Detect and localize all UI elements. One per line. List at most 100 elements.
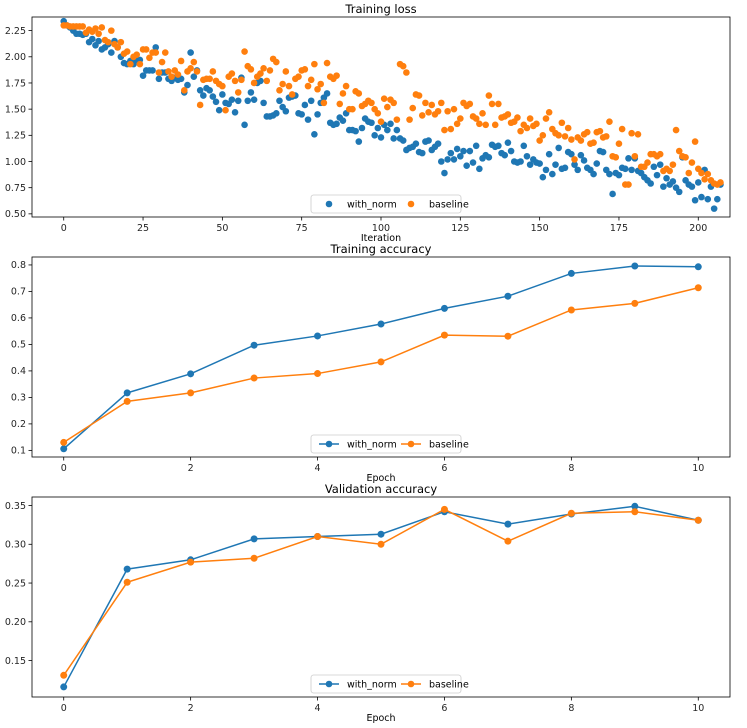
y-tick-label: 0.25	[5, 578, 26, 589]
data-point	[412, 140, 420, 148]
x-tick-label: 100	[372, 223, 390, 234]
data-point	[698, 169, 705, 177]
data-point	[694, 179, 702, 186]
x-tick-label: 10	[692, 463, 704, 474]
chart-title: Validation accuracy	[325, 482, 438, 496]
data-point	[428, 101, 436, 109]
data-point	[152, 49, 160, 56]
legend-label: with_norm	[347, 679, 397, 690]
data-point	[168, 73, 175, 80]
y-tick-label: 1.00	[5, 157, 26, 168]
data-point	[441, 126, 448, 134]
x-axis-label: Epoch	[366, 473, 395, 484]
y-tick-label: 0.2	[11, 419, 26, 430]
data-point	[660, 183, 667, 190]
data-point	[520, 142, 528, 150]
data-point	[463, 162, 470, 169]
y-tick-label: 0.20	[5, 617, 26, 628]
data-point	[526, 161, 534, 168]
data-point	[545, 150, 553, 158]
data-point	[336, 100, 344, 108]
data-point	[555, 132, 562, 139]
data-point	[190, 58, 198, 66]
data-point	[123, 578, 131, 586]
data-point	[691, 196, 699, 204]
data-point	[568, 150, 575, 158]
data-point	[377, 530, 385, 538]
data-point	[228, 70, 236, 77]
data-point	[650, 163, 658, 171]
data-point	[355, 138, 363, 145]
data-point	[374, 110, 382, 117]
data-point	[526, 115, 534, 122]
x-tick-label: 25	[137, 223, 149, 234]
data-point	[485, 92, 493, 99]
data-point	[606, 118, 613, 126]
data-point	[250, 554, 258, 562]
x-tick-label: 0	[61, 463, 67, 474]
data-point	[663, 174, 670, 182]
data-point	[704, 195, 712, 203]
data-point	[98, 24, 106, 31]
y-tick-label: 2.00	[5, 52, 26, 63]
data-point	[466, 147, 474, 155]
legend: with_norm baseline	[310, 674, 469, 694]
data-point	[241, 48, 248, 55]
data-point	[495, 100, 502, 108]
data-point	[219, 91, 226, 98]
data-point	[114, 44, 121, 51]
data-point	[187, 65, 194, 72]
data-point	[536, 160, 543, 167]
legend-label: baseline	[429, 679, 469, 690]
data-point	[507, 147, 515, 155]
data-point	[567, 306, 575, 314]
data-point	[561, 133, 569, 140]
y-tick-label: 2.25	[5, 26, 26, 37]
data-point	[244, 97, 252, 105]
data-point	[222, 106, 229, 114]
data-point	[672, 126, 680, 134]
data-point	[504, 537, 512, 545]
data-point	[453, 120, 461, 128]
data-point	[212, 98, 220, 106]
data-point	[517, 158, 524, 165]
data-point	[193, 68, 201, 75]
data-point	[304, 116, 312, 123]
data-point	[631, 299, 639, 307]
data-point	[374, 124, 382, 132]
y-tick-label: 0.6	[11, 313, 26, 324]
data-point	[596, 127, 604, 135]
data-point	[669, 161, 677, 168]
data-point	[377, 134, 385, 141]
data-point	[437, 99, 445, 107]
data-point	[165, 68, 172, 75]
data-point	[206, 86, 213, 94]
data-point	[136, 60, 144, 68]
data-point	[200, 92, 207, 99]
legend: with_norm baseline	[310, 434, 469, 454]
data-point	[209, 93, 217, 100]
data-point	[295, 73, 302, 80]
data-point	[625, 155, 632, 162]
data-point	[403, 69, 410, 76]
data-point	[491, 121, 499, 129]
data-point	[263, 77, 271, 85]
data-point	[260, 65, 267, 72]
data-point	[615, 171, 623, 179]
data-point	[495, 142, 502, 150]
data-point	[615, 140, 623, 148]
data-point	[123, 48, 131, 55]
data-point	[234, 97, 242, 105]
data-point	[549, 170, 556, 178]
data-point	[393, 126, 401, 134]
legend-label: with_norm	[347, 439, 397, 450]
x-axis-label: Epoch	[366, 713, 395, 724]
data-point	[561, 164, 569, 172]
legend-label: baseline	[429, 439, 469, 450]
y-tick-label: 1.50	[5, 104, 26, 115]
data-point	[190, 73, 198, 80]
data-point	[682, 154, 689, 161]
data-point	[279, 80, 286, 88]
data-point	[504, 139, 512, 146]
